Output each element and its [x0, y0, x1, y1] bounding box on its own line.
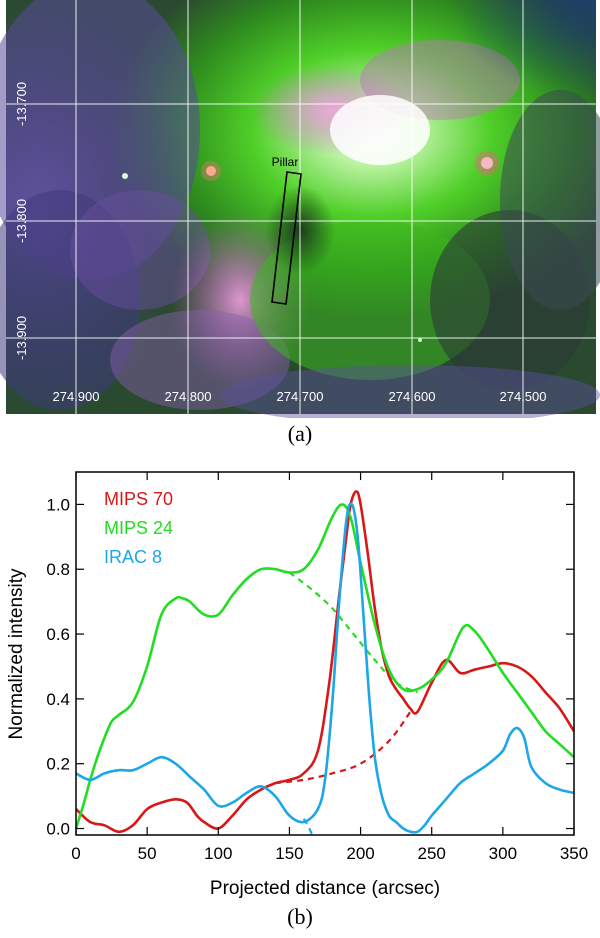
plot-lines: [76, 490, 574, 835]
series-line-irac-8: [76, 502, 574, 834]
y-tick-label: 0.4: [46, 690, 70, 709]
ra-tick-label: 274.800: [165, 389, 212, 404]
dec-tick-label: -13.700: [14, 82, 29, 126]
ra-tick-label: 274.600: [389, 389, 436, 404]
dec-tick-label: -13.900: [14, 316, 29, 360]
y-tick-label: 0.0: [46, 820, 70, 839]
caption-b: (b): [287, 904, 313, 929]
y-tick-label: 1.0: [46, 495, 70, 514]
x-tick-label: 100: [204, 844, 232, 863]
legend-entry: MIPS 24: [104, 518, 173, 538]
sky-image: Pillar 274.900 274.800 274.700 274.600 2…: [0, 0, 600, 425]
legend: MIPS 70 MIPS 24 IRAC 8: [104, 489, 173, 567]
x-tick-label: 0: [71, 844, 80, 863]
ra-tick-labels: 274.900 274.800 274.700 274.600 274.500: [53, 389, 547, 404]
y-axis-label: Normalized intensity: [6, 568, 27, 740]
axes: 0 50 100 150 200 250 300 350 0.0 0.2 0.4 0.6 0.8 1.0: [46, 472, 588, 863]
dashed-interpolation-0: [288, 571, 418, 694]
dec-tick-label: -13.800: [14, 199, 29, 243]
x-tick-label: 50: [138, 844, 157, 863]
legend-entry: IRAC 8: [104, 547, 162, 567]
legend-entry: MIPS 70: [104, 489, 173, 509]
series-line-mips-70: [76, 490, 574, 834]
y-tick-label: 0.8: [46, 560, 70, 579]
x-axis-label: Projected distance (arcsec): [210, 878, 440, 899]
pillar-label: Pillar: [272, 155, 299, 169]
x-tick-label: 250: [418, 844, 446, 863]
x-tick-label: 350: [560, 844, 588, 863]
dashed-interpolation-2: [302, 818, 314, 835]
dashed-interpolation-1: [275, 711, 412, 785]
y-tick-label: 0.6: [46, 625, 70, 644]
ra-tick-label: 274.700: [277, 389, 324, 404]
caption-a: (a): [287, 421, 313, 446]
plot-frame: [75, 471, 575, 836]
series-line-mips-24: [76, 503, 574, 829]
dec-tick-labels: -13.700 -13.800 -13.900: [14, 82, 29, 360]
coordinate-grid: [6, 0, 596, 414]
image-panel: Pillar 274.900 274.800 274.700 274.600 2…: [0, 0, 600, 425]
y-tick-label: 0.2: [46, 755, 70, 774]
ra-tick-label: 274.500: [500, 389, 547, 404]
x-tick-label: 300: [489, 844, 517, 863]
ra-tick-label: 274.900: [53, 389, 100, 404]
profile-chart-panel: 0 50 100 150 200 250 300 350 0.0 0.2 0.4 0.6 0.8 1.0 …: [0, 462, 600, 902]
pillar-region-box: [271, 171, 302, 305]
profile-chart: 0 50 100 150 200 250 300 3500.00.20.40.60.81.0 …: [6, 471, 588, 899]
x-tick-label: 150: [275, 844, 303, 863]
x-tick-label: 200: [346, 844, 374, 863]
